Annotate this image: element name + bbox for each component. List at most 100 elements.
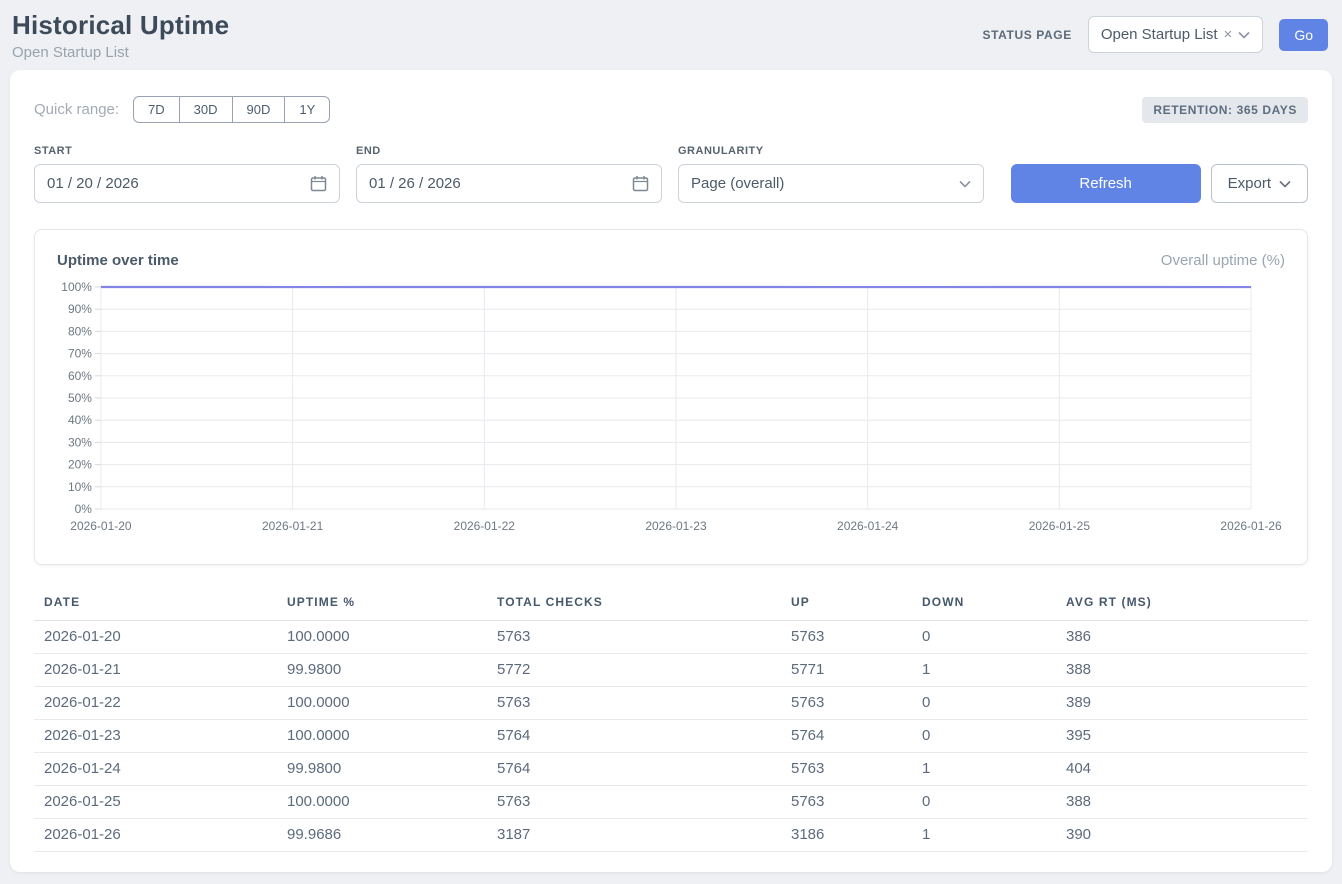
end-date-group: END 01 / 26 / 2026 (356, 145, 662, 203)
table-cell: 388 (1056, 786, 1308, 819)
table-cell: 99.9800 (277, 654, 487, 687)
start-date-label: START (34, 145, 340, 157)
svg-text:2026-01-24: 2026-01-24 (837, 519, 899, 533)
svg-text:2026-01-21: 2026-01-21 (262, 519, 324, 533)
status-page-label: STATUS PAGE (983, 28, 1072, 42)
status-page-select[interactable]: Open Startup List × (1088, 16, 1264, 53)
refresh-button[interactable]: Refresh (1011, 164, 1201, 203)
quick-range-1y-button[interactable]: 1Y (284, 96, 330, 123)
table-cell: 2026-01-23 (34, 720, 277, 753)
table-cell: 5764 (487, 720, 781, 753)
svg-text:2026-01-25: 2026-01-25 (1029, 519, 1091, 533)
chevron-down-icon (1238, 31, 1250, 39)
table-header-total-checks: TOTAL CHECKS (487, 591, 781, 621)
svg-text:90%: 90% (68, 302, 92, 316)
table-cell: 5763 (781, 621, 912, 654)
table-cell: 390 (1056, 819, 1308, 852)
table-cell: 5771 (781, 654, 912, 687)
granularity-select[interactable]: Page (overall) (678, 164, 984, 203)
table-cell: 100.0000 (277, 786, 487, 819)
granularity-value: Page (overall) (691, 175, 784, 192)
svg-text:60%: 60% (68, 369, 92, 383)
table-cell: 2026-01-24 (34, 753, 277, 786)
svg-text:0%: 0% (75, 502, 93, 516)
granularity-label: GRANULARITY (678, 145, 984, 157)
table-cell: 5763 (487, 621, 781, 654)
table-cell: 388 (1056, 654, 1308, 687)
end-date-label: END (356, 145, 662, 157)
quick-range-90d-button[interactable]: 90D (232, 96, 286, 123)
table-cell: 100.0000 (277, 687, 487, 720)
quick-range-30d-button[interactable]: 30D (179, 96, 233, 123)
table-cell: 5763 (781, 687, 912, 720)
svg-text:2026-01-20: 2026-01-20 (70, 519, 132, 533)
table-cell: 0 (912, 720, 1056, 753)
table-cell: 0 (912, 687, 1056, 720)
table-body: 2026-01-20100.00005763576303862026-01-21… (34, 621, 1308, 852)
svg-text:50%: 50% (68, 391, 92, 405)
end-date-input[interactable]: 01 / 26 / 2026 (356, 164, 662, 203)
table-cell: 5763 (487, 786, 781, 819)
quick-range-label: Quick range: (34, 101, 119, 118)
svg-text:70%: 70% (68, 347, 92, 361)
title-block: Historical Uptime Open Startup List (12, 10, 229, 61)
table-row: 2026-01-22100.0000576357630389 (34, 687, 1308, 720)
status-page-select-value: Open Startup List (1101, 26, 1218, 43)
table-cell: 3187 (487, 819, 781, 852)
svg-text:2026-01-23: 2026-01-23 (645, 519, 707, 533)
chart-title: Uptime over time (57, 252, 179, 269)
quick-range-7d-button[interactable]: 7D (133, 96, 180, 123)
table-row: 2026-01-2699.9686318731861390 (34, 819, 1308, 852)
table-cell: 1 (912, 753, 1056, 786)
svg-text:10%: 10% (68, 480, 92, 494)
table-header-uptime-: UPTIME % (277, 591, 487, 621)
granularity-group: GRANULARITY Page (overall) (678, 145, 984, 203)
uptime-table: DATEUPTIME %TOTAL CHECKSUPDOWNAVG RT (MS… (34, 591, 1308, 852)
table-cell: 2026-01-22 (34, 687, 277, 720)
table-row: 2026-01-23100.0000576457640395 (34, 720, 1308, 753)
end-date-value: 01 / 26 / 2026 (369, 175, 461, 192)
table-cell: 100.0000 (277, 621, 487, 654)
table-cell: 5763 (781, 753, 912, 786)
chart-header: Uptime over time Overall uptime (%) (53, 248, 1289, 279)
table-cell: 386 (1056, 621, 1308, 654)
filters-row: START 01 / 20 / 2026 END 01 / 26 / 2026 (34, 145, 1308, 203)
header-right: STATUS PAGE Open Startup List × Go (983, 16, 1328, 53)
table-cell: 99.9686 (277, 819, 487, 852)
clear-selection-icon[interactable]: × (1224, 26, 1233, 43)
top-header: Historical Uptime Open Startup List STAT… (0, 0, 1342, 64)
table-cell: 5772 (487, 654, 781, 687)
table-row: 2026-01-25100.0000576357630388 (34, 786, 1308, 819)
calendar-icon[interactable] (632, 175, 649, 192)
retention-badge: RETENTION: 365 DAYS (1142, 97, 1308, 123)
uptime-line-chart: 0%10%20%30%40%50%60%70%80%90%100%2026-01… (53, 279, 1289, 541)
chart-legend: Overall uptime (%) (1161, 252, 1285, 269)
table-cell: 389 (1056, 687, 1308, 720)
export-button[interactable]: Export (1211, 164, 1308, 203)
start-date-input[interactable]: 01 / 20 / 2026 (34, 164, 340, 203)
table-cell: 2026-01-20 (34, 621, 277, 654)
quick-range-group: 7D30D90D1Y (133, 96, 330, 123)
chevron-down-icon (1279, 180, 1291, 188)
svg-text:40%: 40% (68, 413, 92, 427)
export-button-label: Export (1228, 175, 1271, 192)
go-button[interactable]: Go (1279, 19, 1328, 51)
table-row: 2026-01-20100.0000576357630386 (34, 621, 1308, 654)
table-cell: 3186 (781, 819, 912, 852)
table-cell: 0 (912, 786, 1056, 819)
table-cell: 5763 (781, 786, 912, 819)
table-header-down: DOWN (912, 591, 1056, 621)
calendar-icon[interactable] (310, 175, 327, 192)
table-header-avg-rt-ms-: AVG RT (MS) (1056, 591, 1308, 621)
page-title: Historical Uptime (12, 10, 229, 41)
table-cell: 2026-01-25 (34, 786, 277, 819)
svg-text:2026-01-22: 2026-01-22 (454, 519, 516, 533)
table-head: DATEUPTIME %TOTAL CHECKSUPDOWNAVG RT (MS… (34, 591, 1308, 621)
table-cell: 99.9800 (277, 753, 487, 786)
svg-text:30%: 30% (68, 435, 92, 449)
table-cell: 100.0000 (277, 720, 487, 753)
start-date-value: 01 / 20 / 2026 (47, 175, 139, 192)
svg-text:2026-01-26: 2026-01-26 (1220, 519, 1282, 533)
table-header-row: DATEUPTIME %TOTAL CHECKSUPDOWNAVG RT (MS… (34, 591, 1308, 621)
start-date-group: START 01 / 20 / 2026 (34, 145, 340, 203)
